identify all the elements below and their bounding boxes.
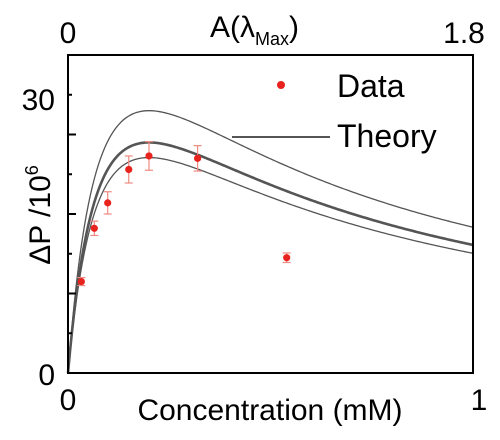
plot-frame bbox=[67, 54, 474, 374]
y-axis-title: ΔP /106 bbox=[22, 165, 57, 265]
y-tick-label-30: 30 bbox=[22, 84, 55, 117]
legend-data-label: Data bbox=[337, 68, 405, 104]
plot-marks bbox=[66, 109, 474, 374]
y-axis-title-sup: 6 bbox=[22, 165, 42, 175]
theory-curve-1 bbox=[66, 141, 474, 374]
legend-theory-label: Theory bbox=[337, 118, 437, 154]
top-axis-title-main: A(λ bbox=[210, 11, 255, 44]
data-marker bbox=[194, 154, 202, 162]
theory-curve-2 bbox=[67, 156, 474, 374]
top-axis-title-close: ) bbox=[289, 11, 299, 44]
legend: Data Theory bbox=[232, 68, 437, 154]
data-marker bbox=[104, 199, 112, 207]
data-point-5 bbox=[193, 145, 202, 172]
data-point-3 bbox=[124, 155, 133, 184]
top-axis-title: A(λMax) bbox=[210, 11, 299, 49]
data-marker bbox=[283, 254, 291, 262]
data-marker bbox=[90, 224, 98, 232]
top-axis-title-sub: Max bbox=[255, 29, 289, 49]
data-marker bbox=[125, 165, 133, 174]
y-ticks bbox=[68, 54, 76, 374]
theory-curve-0 bbox=[67, 109, 474, 374]
data-point-1 bbox=[90, 220, 99, 237]
data-point-0 bbox=[77, 277, 86, 287]
legend-data-marker bbox=[277, 81, 285, 89]
x-tick-label-1: 1 bbox=[471, 384, 488, 417]
top-tick-label-0: 0 bbox=[60, 17, 77, 50]
x-axis-title: Concentration (mM) bbox=[137, 394, 402, 427]
top-tick-label-1: 1.8 bbox=[443, 17, 485, 50]
data-marker bbox=[77, 277, 85, 286]
y-axis-title-main: ΔP /10 bbox=[24, 175, 57, 265]
data-point-6 bbox=[282, 252, 291, 264]
data-point-4 bbox=[145, 141, 153, 171]
y-tick-label-0: 0 bbox=[38, 359, 55, 392]
data-point-2 bbox=[103, 191, 112, 215]
x-tick-label-0: 0 bbox=[60, 384, 77, 417]
data-marker bbox=[145, 152, 153, 160]
